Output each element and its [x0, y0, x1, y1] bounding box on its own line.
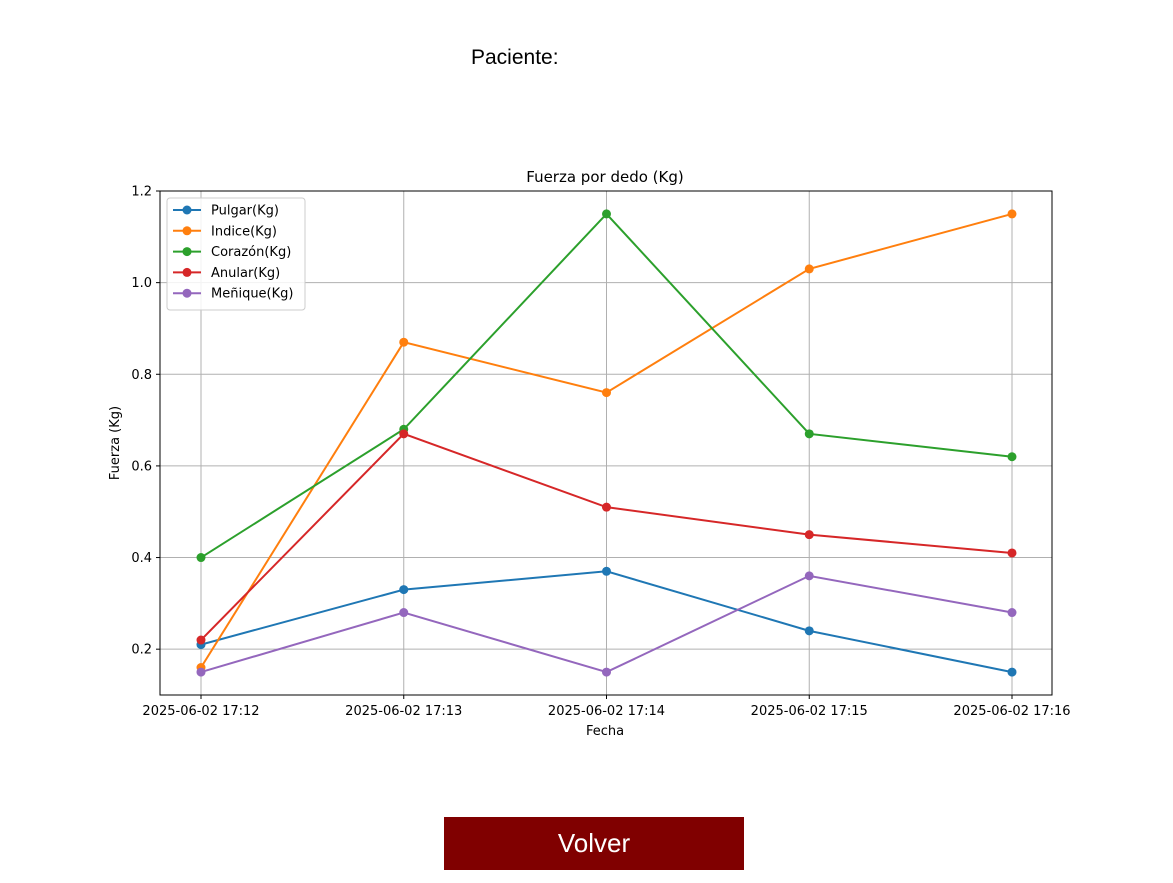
data-point	[399, 585, 409, 595]
data-point	[804, 429, 814, 439]
chart-title: Fuerza por dedo (Kg)	[526, 168, 683, 186]
data-point	[1007, 667, 1017, 677]
legend-frame	[166, 197, 306, 311]
y-tick-label: 0.6	[131, 459, 152, 474]
legend-swatch-marker	[182, 288, 192, 298]
data-point	[804, 530, 814, 540]
x-axis-label: Fecha	[586, 724, 624, 739]
y-tick-label: 1.2	[131, 185, 152, 200]
data-point	[602, 209, 611, 219]
legend-swatch-marker	[182, 205, 192, 215]
back-button[interactable]: Volver	[444, 817, 744, 870]
x-tick-label: 2025-06-02 17:12	[142, 704, 259, 719]
legend-entry: Anular(Kg)	[211, 266, 280, 281]
data-point	[1007, 548, 1017, 558]
x-tick-label: 2025-06-02 17:14	[548, 704, 665, 719]
data-point	[196, 635, 206, 645]
data-point	[602, 667, 611, 677]
x-tick-label: 2025-06-02 17:13	[345, 704, 462, 719]
force-chart: Fuerza por dedo (Kg) 0.2 0.4 0.6 0.8 1.0 1.2 2…	[108, 168, 1071, 739]
patient-label: Paciente:	[471, 46, 559, 69]
data-point	[399, 429, 409, 439]
data-point	[602, 388, 611, 398]
data-point	[804, 264, 814, 274]
data-point	[804, 626, 814, 636]
y-tick-label: 1.0	[131, 276, 152, 291]
x-tick-label: 2025-06-02 17:16	[953, 704, 1070, 719]
data-point	[1007, 608, 1017, 618]
y-axis-label: Fuerza (Kg)	[108, 406, 123, 480]
data-point	[196, 553, 206, 563]
data-point	[1007, 209, 1017, 219]
data-point	[602, 502, 611, 512]
data-point	[196, 667, 206, 677]
legend-swatch-marker	[182, 226, 192, 236]
data-point	[399, 337, 409, 347]
data-point	[399, 608, 409, 618]
y-tick-label: 0.4	[131, 551, 152, 566]
legend-entry: Meñique(Kg)	[211, 287, 293, 302]
x-tick-label: 2025-06-02 17:15	[751, 704, 868, 719]
legend-entry: Pulgar(Kg)	[211, 204, 279, 219]
legend-swatch-marker	[182, 267, 192, 277]
data-point	[602, 566, 611, 576]
y-tick-label: 0.2	[131, 643, 152, 658]
legend-entry: Indice(Kg)	[211, 224, 277, 239]
chart-legend: Pulgar(Kg) Indice(Kg) Corazón(Kg) Anular(Kg…	[166, 197, 306, 311]
data-point	[804, 571, 814, 581]
legend-entry: Corazón(Kg)	[211, 245, 291, 260]
legend-swatch-marker	[182, 247, 192, 257]
data-point	[1007, 452, 1017, 462]
y-tick-label: 0.8	[131, 368, 152, 383]
